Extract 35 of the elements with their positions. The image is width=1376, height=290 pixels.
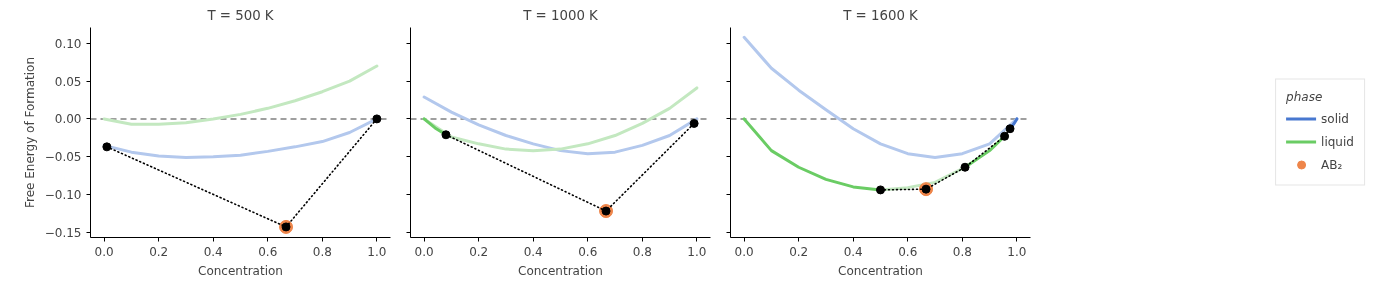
x-tick-label: 0.2 (789, 244, 809, 259)
x-axis-title: Concentration (838, 263, 923, 278)
legend-label: solid (1321, 111, 1349, 126)
y-tick-label: 0.10 (54, 36, 82, 51)
y-tick-label: 0.00 (54, 112, 82, 127)
x-tick-label: 0.0 (414, 244, 434, 259)
x-tick-label: 0.0 (734, 244, 754, 259)
y-tick-label: −0.10 (44, 187, 82, 202)
x-tick-label: 0.6 (898, 244, 918, 259)
x-tick-label: 0.8 (632, 244, 652, 259)
y-tick-label: −0.05 (44, 150, 82, 165)
x-tick-label: 0.2 (149, 244, 169, 259)
x-tick-label: 0.4 (203, 244, 223, 259)
x-axis-title: Concentration (198, 263, 283, 278)
x-tick-label: 0.6 (258, 244, 278, 259)
legend-label: AB₂ (1321, 157, 1343, 172)
legend-title: phase (1286, 89, 1324, 104)
x-tick-label: 1.0 (1007, 244, 1027, 259)
x-tick-label: 0.8 (952, 244, 972, 259)
y-tick-label: −0.15 (44, 225, 82, 240)
y-axis-title: Free Energy of Formation (22, 56, 37, 209)
legend-label: liquid (1321, 134, 1354, 149)
chart-title: T = 1600 K (842, 7, 920, 23)
x-tick-label: 0.8 (312, 244, 332, 259)
chart-title: T = 1000 K (522, 7, 600, 23)
x-tick-label: 0.4 (843, 244, 863, 259)
x-tick-label: 0.2 (469, 244, 489, 259)
x-tick-label: 1.0 (687, 244, 707, 259)
x-tick-label: 1.0 (367, 244, 387, 259)
chart-title: T = 500 K (206, 7, 275, 23)
x-tick-label: 0.4 (523, 244, 543, 259)
x-tick-label: 0.0 (94, 244, 114, 259)
y-tick-label: 0.05 (54, 74, 82, 89)
x-axis-title: Concentration (518, 263, 603, 278)
x-tick-label: 0.6 (578, 244, 598, 259)
